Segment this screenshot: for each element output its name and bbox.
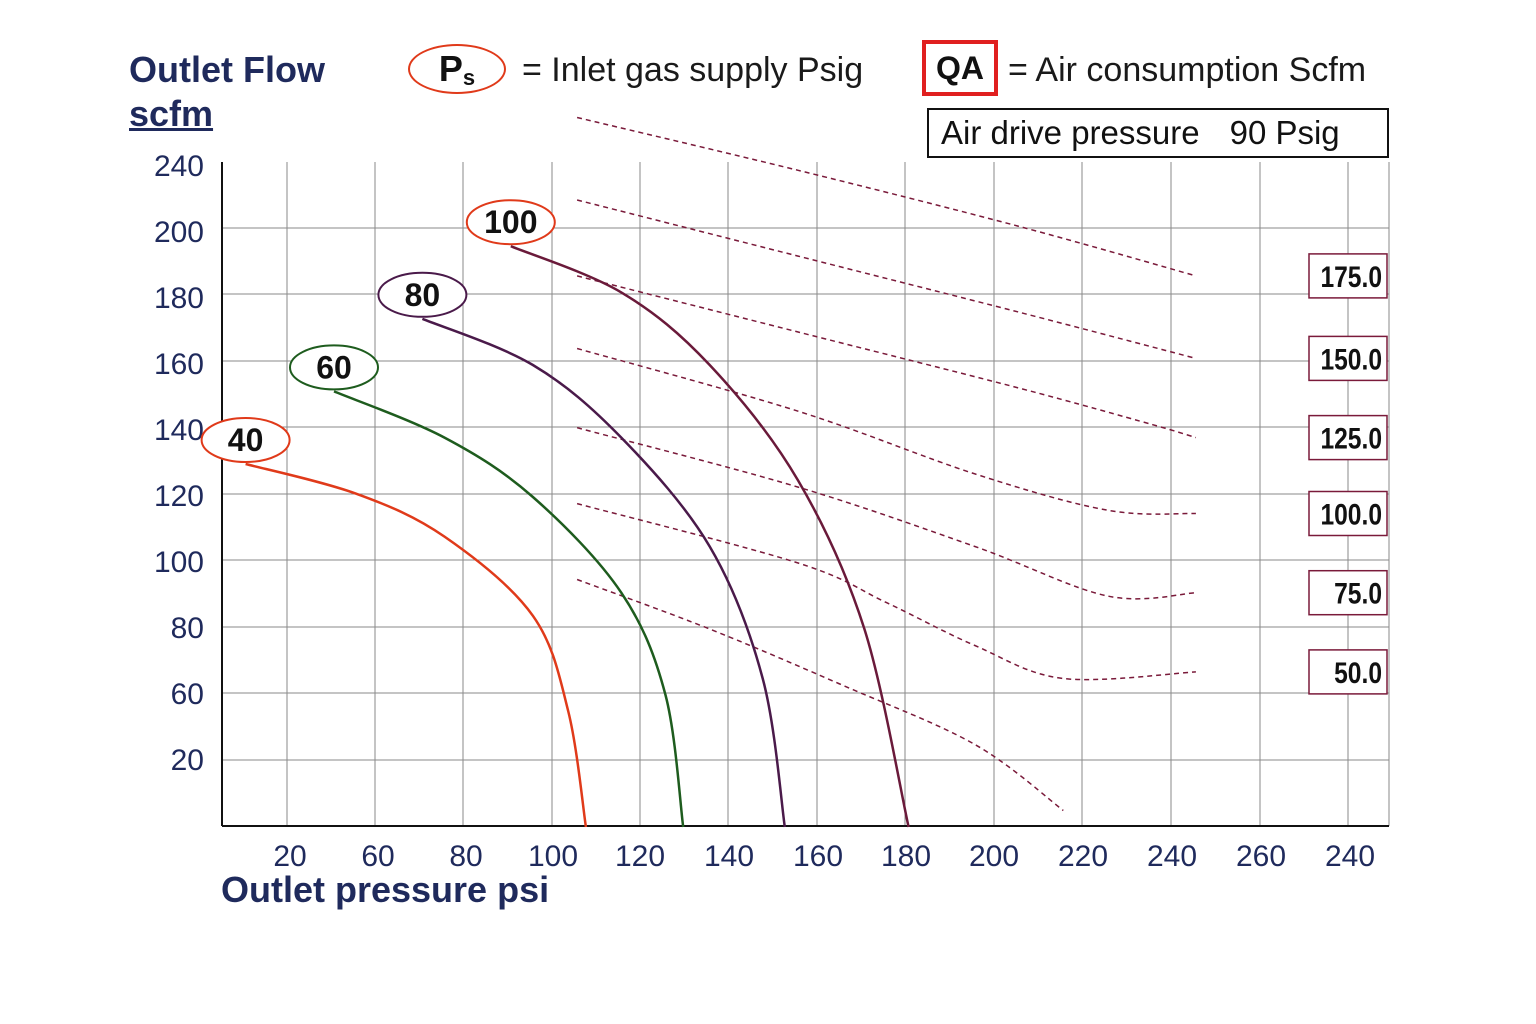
legend-ps-symbol: Ps [408,44,506,94]
air-consumption-label-box [1308,414,1388,461]
air-consumption-label: 75.0 [1334,576,1382,610]
air-consumption-label: 50.0 [1334,656,1382,690]
x-tick-label: 60 [361,840,394,873]
x-tick-label: 160 [793,840,843,873]
air-consumption-line [576,502,1196,681]
air-consumption-label-box [1308,649,1388,695]
air-consumption-label: 125.0 [1320,421,1382,455]
supply-pressure-label-ellipse [200,417,291,463]
x-tick-label: 240 [1325,840,1375,873]
y-tick-label: 20 [171,744,204,777]
air-drive-label: Air drive pressure [941,114,1200,151]
y-tick-label: 160 [154,348,204,381]
supply-pressure-label: 40 [228,422,264,458]
air-consumption-line [576,426,1196,600]
supply-pressure-curve [333,390,685,828]
air-consumption-label-box [1308,490,1388,537]
air-drive-note: Air drive pressure 90 Psig [927,108,1389,158]
supply-pressure-label-ellipse [289,344,379,391]
air-drive-value: 90 Psig [1229,114,1340,151]
x-tick-label: 240 [1147,840,1197,873]
x-tick-label: 140 [704,840,754,873]
x-tick-label: 20 [273,840,306,873]
y-tick-label: 120 [154,480,204,513]
supply-pressure-curve [245,462,588,828]
air-consumption-line [576,578,1064,812]
x-tick-label: 80 [449,840,482,873]
air-consumption-line [576,116,1197,277]
air-consumption-line [576,347,1196,515]
air-consumption-label-box [1308,335,1388,382]
air-consumption-line [576,275,1197,439]
y-tick-label: 200 [154,216,204,249]
x-tick-label: 180 [881,840,931,873]
y-tick-label: 80 [171,612,204,645]
supply-pressure-curve [421,317,787,828]
air-consumption-label-box [1308,253,1388,299]
y-tick-label: 100 [154,546,204,579]
legend-ps-letter: P [438,48,463,89]
supply-pressure-curve [510,245,910,828]
supply-pressure-label: 80 [405,277,441,313]
y-axis-title: Outlet Flow scfm [129,48,325,136]
y-tick-label: 180 [154,282,204,315]
x-axis-title: Outlet pressure psi [221,869,550,910]
air-consumption-line [576,199,1197,360]
air-consumption-label: 100.0 [1320,497,1382,531]
x-tick-label: 220 [1058,840,1108,873]
y-tick-label: 240 [154,150,204,183]
x-tick-label: 260 [1236,840,1286,873]
legend-ps-subscript: s [462,65,476,90]
y-axis-title-text: Outlet Flow [129,49,325,90]
y-tick-label: 140 [154,414,204,447]
legend-qa-text: = Air consumption Scfm [1008,51,1367,89]
x-tick-label: 120 [615,840,665,873]
y-tick-label: 60 [171,678,204,711]
legend-qa-symbol: QA [922,40,998,96]
x-tick-label: 200 [969,840,1019,873]
supply-pressure-label-ellipse [377,271,468,318]
x-tick-label: 100 [528,840,578,873]
supply-pressure-label: 100 [484,204,537,240]
y-axis-unit: scfm [129,93,214,134]
legend-ps-text: = Inlet gas supply Psig [522,51,864,89]
air-consumption-label: 175.0 [1320,260,1382,294]
supply-pressure-label-ellipse [465,199,556,246]
air-consumption-label: 150.0 [1320,342,1382,376]
air-consumption-label-box [1308,569,1388,616]
supply-pressure-label: 60 [316,349,352,385]
